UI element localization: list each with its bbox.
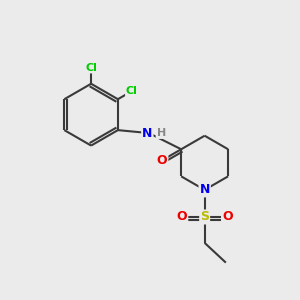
- Text: Cl: Cl: [126, 86, 138, 96]
- Text: O: O: [222, 211, 232, 224]
- Text: O: O: [177, 211, 187, 224]
- Text: O: O: [157, 154, 167, 167]
- Text: S: S: [200, 211, 209, 224]
- Text: N: N: [142, 127, 152, 140]
- Text: Cl: Cl: [85, 63, 97, 73]
- Text: N: N: [200, 183, 210, 196]
- Text: H: H: [157, 128, 166, 138]
